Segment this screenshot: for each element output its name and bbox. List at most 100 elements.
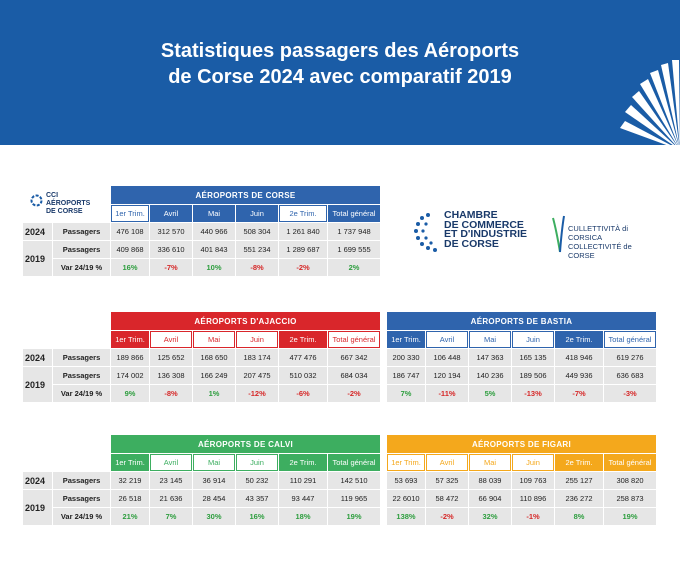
row-label: Passagers [53, 367, 110, 384]
cell: 26 518 [111, 490, 149, 507]
row-label: Passagers [53, 241, 110, 258]
cell: 119 965 [328, 490, 380, 507]
var-cell: 9% [111, 385, 149, 402]
col-header: 1er Trim. [387, 454, 425, 471]
col-header: 2e Trim. [279, 454, 327, 471]
cell: 110 896 [512, 490, 554, 507]
cell: 308 820 [604, 472, 656, 489]
cell: 449 936 [555, 367, 603, 384]
table-figari: AÉROPORTS DE FIGARI 1er Trim. Avril Mai … [386, 434, 657, 526]
cell: 23 145 [150, 472, 192, 489]
var-cell: -6% [279, 385, 327, 402]
var-cell: 16% [236, 508, 278, 525]
cell: 510 032 [279, 367, 327, 384]
var-cell: -12% [236, 385, 278, 402]
header-banner: Statistiques passagers des Aéroports de … [0, 0, 680, 145]
cell: 53 693 [387, 472, 425, 489]
cell: 140 236 [469, 367, 511, 384]
table-title: AÉROPORTS DE CALVI [111, 435, 380, 453]
var-cell: 138% [387, 508, 425, 525]
cell: 667 342 [328, 349, 380, 366]
col-header: 1er Trim. [111, 454, 149, 471]
cell: 147 363 [469, 349, 511, 366]
var-cell: -11% [426, 385, 468, 402]
title-line-1: Statistiques passagers des Aéroports [160, 40, 520, 62]
cell: 88 039 [469, 472, 511, 489]
cell: 120 194 [426, 367, 468, 384]
cell: 22 6010 [387, 490, 425, 507]
cell: 312 570 [150, 223, 192, 240]
var-cell: 5% [469, 385, 511, 402]
col-header: Juin [512, 454, 554, 471]
var-cell: 1% [193, 385, 235, 402]
cell: 189 866 [111, 349, 149, 366]
cell: 409 868 [111, 241, 149, 258]
col-header: Avril [150, 454, 192, 471]
table-calvi: AÉROPORTS DE CALVI 1er Trim. Avril Mai J… [22, 434, 381, 526]
cell: 125 652 [150, 349, 192, 366]
var-cell: 19% [604, 508, 656, 525]
cell: 186 747 [387, 367, 425, 384]
year-label: 2024 [23, 472, 52, 489]
row-label: Passagers [53, 349, 110, 366]
col-header: Mai [469, 331, 511, 348]
cell: 236 272 [555, 490, 603, 507]
col-header: 1er Trim. [111, 205, 149, 222]
cell: 401 843 [193, 241, 235, 258]
cell: 258 873 [604, 490, 656, 507]
var-cell: 8% [555, 508, 603, 525]
cell: 93 447 [279, 490, 327, 507]
cell: 440 966 [193, 223, 235, 240]
col-header: 2e Trim. [555, 454, 603, 471]
table-bastia: AÉROPORTS DE BASTIA 1er Trim. Avril Mai … [386, 311, 657, 403]
cell: 183 174 [236, 349, 278, 366]
var-cell: 16% [111, 259, 149, 276]
cell: 476 108 [111, 223, 149, 240]
cell: 32 219 [111, 472, 149, 489]
cell: 551 234 [236, 241, 278, 258]
cci-logo-icon [30, 194, 43, 207]
cell: 106 448 [426, 349, 468, 366]
var-cell: -8% [150, 385, 192, 402]
cell: 110 291 [279, 472, 327, 489]
cell: 1 699 555 [328, 241, 380, 258]
row-label: Var 24/19 % [53, 385, 110, 402]
var-cell: -2% [279, 259, 327, 276]
col-header: Mai [469, 454, 511, 471]
cell: 58 472 [426, 490, 468, 507]
year-label: 2019 [23, 490, 52, 525]
col-header: Avril [150, 205, 192, 222]
cell: 166 249 [193, 367, 235, 384]
cci-corse-logo-icon [414, 213, 437, 252]
col-header: Avril [150, 331, 192, 348]
cell: 21 636 [150, 490, 192, 507]
cell: 142 510 [328, 472, 380, 489]
cell: 418 946 [555, 349, 603, 366]
var-cell: -2% [426, 508, 468, 525]
page-title: Statistiques passagers des Aéroports de … [0, 38, 680, 90]
var-cell: -3% [604, 385, 656, 402]
year-label: 2019 [23, 241, 52, 276]
title-line-2: de Corse 2024 avec comparatif 2019 [168, 66, 512, 88]
cell: 1 289 687 [279, 241, 327, 258]
var-cell: -8% [236, 259, 278, 276]
var-cell: 19% [328, 508, 380, 525]
col-header: 2e Trim. [279, 205, 327, 222]
col-header: Juin [236, 331, 278, 348]
col-header: 1er Trim. [387, 331, 425, 348]
col-header: 1er Trim. [111, 331, 149, 348]
cell: 636 683 [604, 367, 656, 384]
collectivite-logo-icon [552, 215, 565, 253]
var-cell: 7% [150, 508, 192, 525]
col-header: Avril [426, 331, 468, 348]
var-cell: 18% [279, 508, 327, 525]
decorative-rays-icon [620, 60, 680, 145]
year-label: 2024 [23, 223, 52, 240]
cell: 255 127 [555, 472, 603, 489]
var-cell: 7% [387, 385, 425, 402]
col-header: Mai [193, 205, 235, 222]
col-header: Juin [236, 454, 278, 471]
cell: 189 506 [512, 367, 554, 384]
cell: 1 737 948 [328, 223, 380, 240]
col-header: Mai [193, 331, 235, 348]
